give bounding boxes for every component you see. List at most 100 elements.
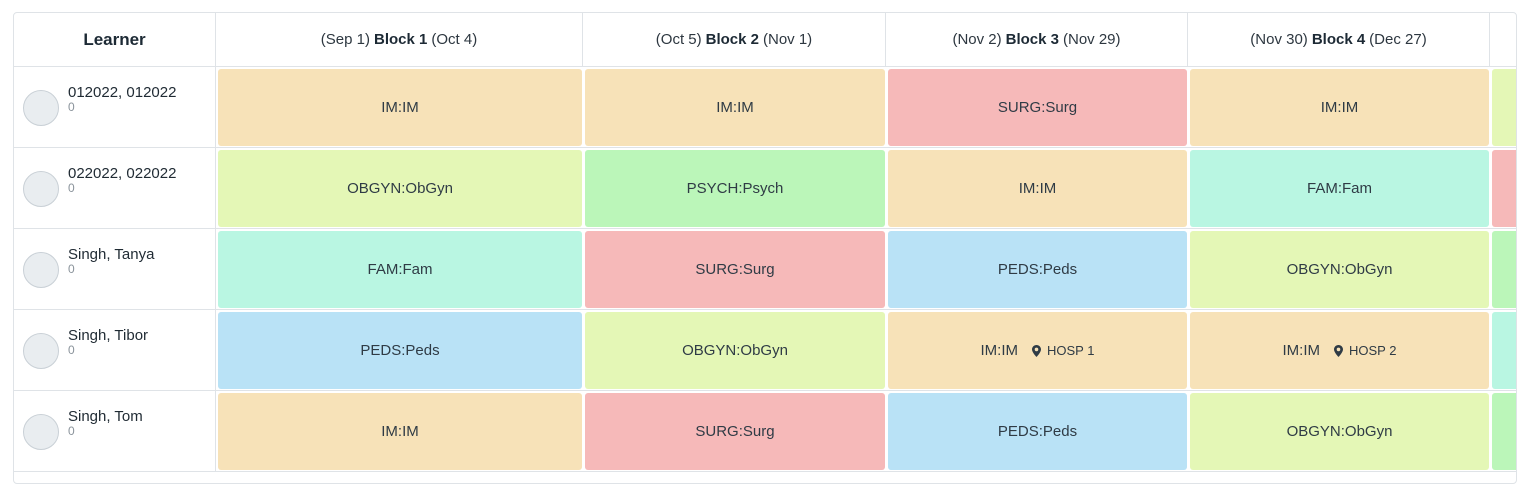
rotation-assignment[interactable]: IM:IM [218,69,582,146]
schedule-cell: IM:IM [216,67,583,148]
block-header-1[interactable]: (Sep 1) Block 1 (Oct 4) [216,13,583,67]
rotation-assignment[interactable]: OBGYN:ObGyn [1190,393,1489,470]
schedule-cell-next [1490,148,1516,229]
block-end-date: (Nov 1) [763,31,813,48]
rotation-assignment[interactable]: FAM:Fam [218,231,582,308]
learner-info: Singh, Tanya 0 [68,246,154,276]
block-start-date: (Oct 5) [655,31,702,48]
rotation-assignment[interactable]: SURG:Surg [585,231,885,308]
block-header-next [1490,13,1516,67]
rotation-assignment[interactable]: PSYCH:Psych [585,150,885,227]
block-header-4[interactable]: (Nov 30) Block 4 (Dec 27) [1188,13,1490,67]
site-label: HOSP 2 [1349,343,1397,358]
schedule-cell: PSYCH:Psych [583,148,886,229]
learner-count: 0 [68,100,75,114]
rotation-label: OBGYN:ObGyn [682,342,788,359]
rotation-label: SURG:Surg [695,423,775,440]
schedule-cell-next [1490,310,1516,391]
map-pin-icon [1032,344,1042,357]
avatar [23,90,59,126]
rotation-label: FAM:Fam [367,261,433,278]
rotation-assignment[interactable]: OBGYN:ObGyn [585,312,885,389]
learner-name: Singh, Tanya [68,246,155,263]
schedule-cell: IM:IM [1188,67,1490,148]
rotation-assignment[interactable]: SURG:Surg [585,393,885,470]
rotation-assignment-partial[interactable] [1492,231,1516,308]
learner-column-header[interactable]: Learner [14,13,216,67]
learner-name: Singh, Tom [68,408,143,425]
block-name: Block 2 [705,31,759,48]
rotation-assignment[interactable]: OBGYN:ObGyn [218,150,582,227]
learner-name: 022022, 022022 [68,165,177,182]
schedule-cell: FAM:Fam [1188,148,1490,229]
block-end-date: (Dec 27) [1369,31,1427,48]
block-end-date: (Oct 4) [431,31,478,48]
rotation-assignment[interactable]: PEDS:Peds [888,393,1187,470]
rotation-assignment[interactable]: IM:IM HOSP 2 [1190,312,1489,389]
schedule-cell: SURG:Surg [583,391,886,472]
rotation-label: IM:IM [980,342,1019,359]
rotation-label: OBGYN:ObGyn [1286,423,1393,440]
rotation-assignment[interactable]: FAM:Fam [1190,150,1489,227]
rotation-label: OBGYN:ObGyn [1286,261,1393,278]
schedule-cell: OBGYN:ObGyn [216,148,583,229]
schedule-cell: SURG:Surg [886,67,1188,148]
avatar [23,414,59,450]
schedule-cell: IM:IM [583,67,886,148]
schedule-cell-next [1490,391,1516,472]
rotation-assignment[interactable]: PEDS:Peds [218,312,582,389]
rotation-assignment-partial[interactable] [1492,393,1516,470]
schedule-cell: IM:IM HOSP 2 [1188,310,1490,391]
rotation-assignment[interactable]: IM:IM [585,69,885,146]
rotation-label: SURG:Surg [997,99,1078,116]
block-start-date: (Sep 1) [320,31,370,48]
rotation-assignment[interactable]: IM:IM HOSP 1 [888,312,1187,389]
learner-name: 012022, 012022 [68,84,177,101]
rotation-assignment-partial[interactable] [1492,150,1516,227]
learner-count: 0 [68,262,75,276]
schedule-cell: IM:IM HOSP 1 [886,310,1188,391]
learner-row-header[interactable]: Singh, Tibor 0 [14,310,216,391]
avatar [23,333,59,369]
schedule-cell: OBGYN:ObGyn [1188,391,1490,472]
learner-info: Singh, Tom 0 [68,408,143,438]
rotation-assignment[interactable]: IM:IM [888,150,1187,227]
rotation-assignment[interactable]: SURG:Surg [888,69,1187,146]
avatar [23,252,59,288]
rotation-assignment[interactable]: PEDS:Peds [888,231,1187,308]
block-end-date: (Nov 29) [1063,31,1121,48]
block-name: Block 3 [1005,31,1059,48]
block-name: Block 1 [374,31,428,48]
block-header-3[interactable]: (Nov 2) Block 3 (Nov 29) [886,13,1188,67]
rotation-assignment[interactable]: IM:IM [1190,69,1489,146]
schedule-cell: OBGYN:ObGyn [1188,229,1490,310]
rotation-label: PEDS:Peds [997,423,1078,440]
schedule-cell: PEDS:Peds [216,310,583,391]
rotation-label: IM:IM [716,99,754,116]
block-start-date: (Nov 30) [1250,31,1308,48]
rotation-assignment[interactable]: OBGYN:ObGyn [1190,231,1489,308]
rotation-label: OBGYN:ObGyn [347,180,453,197]
schedule-cell: PEDS:Peds [886,229,1188,310]
schedule-cell-next [1490,229,1516,310]
block-header-2[interactable]: (Oct 5) Block 2 (Nov 1) [583,13,886,67]
site-label: HOSP 1 [1047,343,1095,358]
block-name: Block 4 [1311,31,1366,48]
schedule-cell: FAM:Fam [216,229,583,310]
schedule-cell: SURG:Surg [583,229,886,310]
rotation-label: IM:IM [381,423,419,440]
site-tag: HOSP 2 [1326,343,1396,358]
learner-row-header[interactable]: Singh, Tanya 0 [14,229,216,310]
learner-info: 012022, 012022 0 [68,84,176,114]
learner-row-header[interactable]: 022022, 022022 0 [14,148,216,229]
rotation-label: IM:IM [1018,180,1057,197]
map-pin-icon [1334,344,1344,357]
learner-row-header[interactable]: Singh, Tom 0 [14,391,216,472]
avatar [23,171,59,207]
rotation-label: PSYCH:Psych [686,180,784,197]
rotation-assignment-partial[interactable] [1492,312,1516,389]
rotation-assignment[interactable]: IM:IM [218,393,582,470]
rotation-assignment-partial[interactable] [1492,69,1516,146]
learner-row-header[interactable]: 012022, 012022 0 [14,67,216,148]
rotation-label: PEDS:Peds [360,342,440,359]
